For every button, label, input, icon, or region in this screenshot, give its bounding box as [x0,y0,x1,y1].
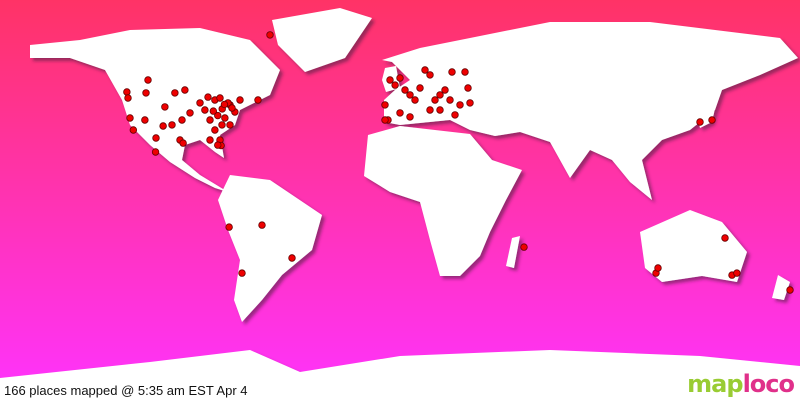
place-marker[interactable] [209,107,218,115]
land-madagascar [506,236,520,268]
place-marker[interactable] [221,114,229,122]
place-marker[interactable] [206,116,214,124]
place-marker[interactable] [171,89,179,97]
place-marker[interactable] [391,81,399,89]
place-marker[interactable] [204,93,212,101]
logo-part-map: map [687,370,743,398]
place-marker[interactable] [266,31,274,39]
land-eurasia [382,22,798,200]
place-marker[interactable] [426,106,434,114]
place-marker[interactable] [123,88,131,96]
place-marker[interactable] [152,134,160,142]
place-marker[interactable] [181,86,189,94]
place-marker[interactable] [225,223,233,231]
maploco-logo[interactable]: maploco [687,370,795,398]
place-marker[interactable] [721,234,729,242]
place-marker[interactable] [254,96,262,104]
place-marker[interactable] [733,269,741,277]
place-marker[interactable] [406,113,414,121]
place-marker[interactable] [206,136,214,144]
place-marker[interactable] [436,106,444,114]
place-marker[interactable] [436,91,444,99]
place-marker[interactable] [456,101,464,109]
place-marker[interactable] [216,94,224,102]
place-marker[interactable] [461,68,469,76]
place-marker[interactable] [159,122,167,130]
place-marker[interactable] [161,103,169,111]
place-marker[interactable] [201,106,209,114]
place-marker[interactable] [431,96,439,104]
logo-part-loco: loco [742,370,795,398]
place-marker[interactable] [218,121,226,129]
place-marker[interactable] [441,86,449,94]
place-marker[interactable] [228,104,236,112]
place-marker[interactable] [426,71,434,79]
place-marker[interactable] [142,89,150,97]
place-marker[interactable] [124,94,132,102]
place-marker[interactable] [186,109,194,117]
place-marker[interactable] [381,101,389,109]
place-marker[interactable] [288,254,296,262]
place-marker[interactable] [386,76,394,84]
place-marker[interactable] [446,96,454,104]
land-australia [640,210,747,282]
place-marker[interactable] [214,111,222,120]
place-marker[interactable] [396,109,404,117]
land-new-zealand [772,275,790,300]
place-marker[interactable] [448,68,456,76]
place-marker[interactable] [141,116,149,124]
place-marker[interactable] [708,116,716,124]
place-marker[interactable] [396,74,404,82]
land-antarctica [0,350,800,400]
place-marker[interactable] [786,286,794,294]
place-marker[interactable] [421,66,429,74]
place-marker[interactable] [520,243,528,251]
place-marker[interactable] [179,139,187,147]
place-marker[interactable] [466,99,474,107]
land-south-america [218,175,322,322]
land-greenland [272,8,372,72]
place-marker[interactable] [696,118,704,126]
place-marker[interactable] [196,99,204,107]
place-marker[interactable] [238,269,246,277]
place-marker[interactable] [381,116,389,124]
place-marker[interactable] [416,84,424,92]
place-marker[interactable] [411,96,419,104]
place-marker[interactable] [236,96,244,104]
land-africa [364,126,522,276]
place-marker[interactable] [401,86,409,94]
place-marker[interactable] [654,264,662,272]
place-marker[interactable] [151,148,160,156]
place-marker[interactable] [451,111,459,119]
place-marker[interactable] [258,221,266,229]
place-marker[interactable] [214,141,222,149]
place-marker[interactable] [226,121,234,129]
place-marker[interactable] [129,126,138,134]
place-marker[interactable] [178,116,186,124]
place-marker[interactable] [464,84,472,92]
place-marker[interactable] [144,76,152,84]
place-marker[interactable] [406,91,414,99]
place-marker[interactable] [168,121,176,129]
land-north-america [30,28,280,192]
places-caption: 166 places mapped @ 5:35 am EST Apr 4 [4,383,248,398]
place-marker[interactable] [126,114,134,122]
place-marker[interactable] [211,126,219,134]
place-marker[interactable] [220,100,229,109]
markers [123,31,794,294]
